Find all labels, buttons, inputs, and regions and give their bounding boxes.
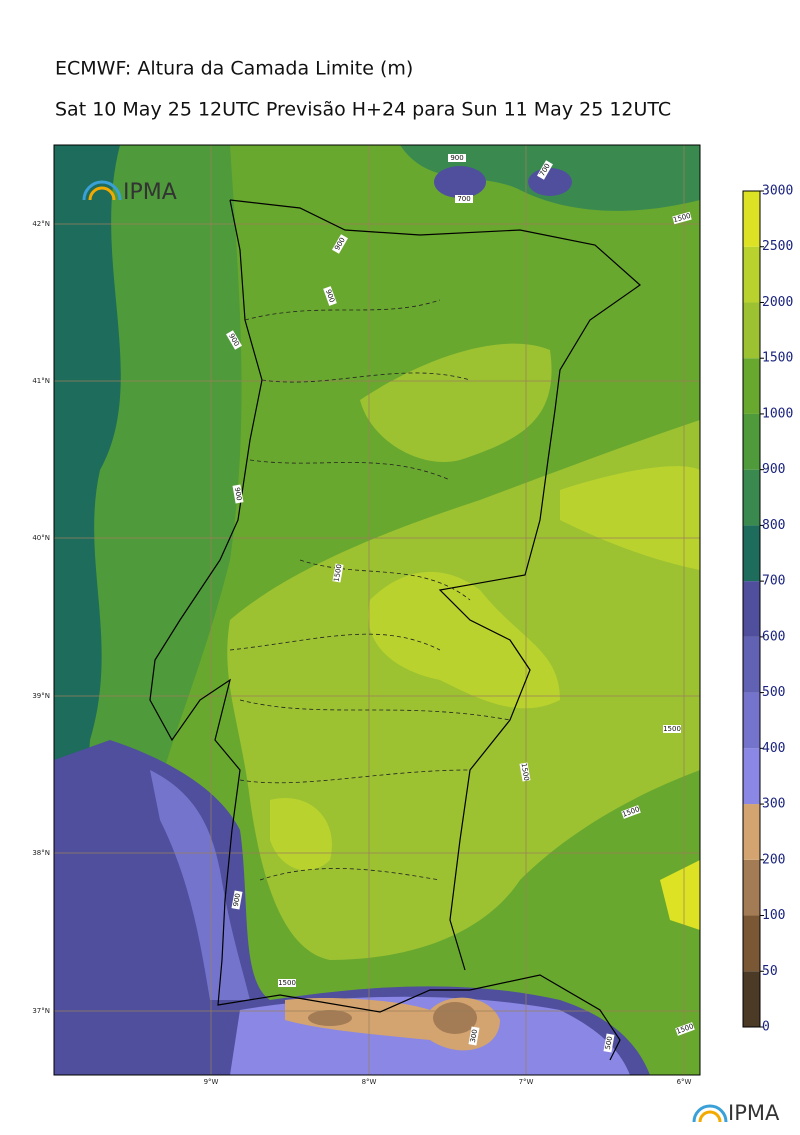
contour-label-bg — [278, 979, 296, 987]
colorbar-segment — [743, 413, 760, 470]
colorbar-segment — [743, 636, 760, 693]
colorbar-segment — [743, 692, 760, 749]
contour-label-bg — [663, 725, 681, 733]
colorbar-frame — [742, 190, 761, 1028]
contour-label: 1500 — [663, 725, 681, 733]
contour-label: 1500 — [278, 979, 296, 987]
colorbar-segment — [743, 469, 760, 526]
lat-label: 41°N — [32, 377, 50, 385]
lat-label: 37°N — [32, 1007, 50, 1015]
colorbar-tick-label: 3000 — [762, 184, 793, 199]
colorbar-tick-label: 0 — [762, 1020, 770, 1035]
map-frame — [53, 144, 701, 1076]
contour-label: 700 — [457, 195, 470, 203]
title: ECMWF: Altura da Camada Limite (m) — [55, 58, 413, 80]
contour-label-bg — [232, 484, 244, 504]
contour-label-bg — [621, 805, 641, 819]
contour-label-bg — [455, 195, 473, 203]
lon-label: 7°W — [519, 1078, 534, 1086]
lat-label: 42°N — [32, 220, 50, 228]
contour-label: 300 — [469, 1029, 479, 1044]
lat-label: 39°N — [32, 692, 50, 700]
contour-label-bg — [332, 234, 348, 254]
colorbar-segment — [743, 302, 760, 359]
contour-label-bg — [323, 286, 337, 306]
contour-label-bg — [332, 563, 344, 583]
logo-text: IPMA — [728, 1101, 780, 1125]
lon-label: 9°W — [204, 1078, 219, 1086]
colorbar-segment — [743, 358, 760, 414]
contour-label-bg — [603, 1033, 615, 1053]
colorbar-segment — [743, 971, 760, 1027]
colorbar-segment — [743, 525, 760, 582]
contour-label: 1500 — [333, 564, 344, 583]
lat-label: 38°N — [32, 849, 50, 857]
colorbar-tick-label: 100 — [762, 908, 785, 923]
logo-text: IPMA — [123, 180, 177, 205]
contour-label-bg — [675, 1022, 695, 1036]
contour-label: 1500 — [520, 763, 531, 782]
colorbar-segment — [743, 859, 760, 916]
colorbar-tick-label: 800 — [762, 518, 785, 533]
colorbar-segment — [743, 804, 760, 860]
colorbar-tick-label: 50 — [762, 964, 778, 979]
colorbar-tick-label: 600 — [762, 629, 785, 644]
colorbar-segment — [743, 915, 760, 972]
contour-label: 900 — [232, 893, 242, 908]
colorbar-tick-label: 200 — [762, 852, 785, 867]
logo: IPMA IPMA — [82, 180, 780, 1125]
colorbar-tick-label: 700 — [762, 574, 785, 589]
contour-label: 900 — [450, 154, 463, 162]
contour-label: 900 — [233, 487, 243, 502]
colorbar-segment — [743, 748, 760, 805]
colorbar-segment — [743, 581, 760, 637]
subtitle: Sat 10 May 25 12UTC Previsão H+24 para S… — [55, 99, 671, 121]
contour-label-bg — [468, 1026, 480, 1046]
contour-label-bg — [537, 160, 553, 180]
colorbar-tick-label: 1500 — [762, 351, 793, 366]
contour-label-bg — [448, 154, 466, 162]
colorbar-segment — [743, 191, 760, 247]
colorbar-tick-label: 300 — [762, 797, 785, 812]
contour-label-bg — [231, 890, 243, 910]
contour-label-bg — [519, 762, 531, 782]
colorbar-tick-label: 2000 — [762, 295, 793, 310]
colorbar-tick-label: 1000 — [762, 406, 793, 421]
colorbar-tick-label: 2500 — [762, 239, 793, 254]
colorbar-tick-label: 500 — [762, 685, 785, 700]
lon-label: 8°W — [362, 1078, 377, 1086]
contour-label: 500 — [604, 1036, 614, 1051]
colorbar-tick-label: 400 — [762, 741, 785, 756]
contour-label-bg — [226, 330, 242, 350]
colorbar-segment — [743, 246, 760, 303]
contour-label-bg — [672, 211, 692, 225]
field — [54, 145, 700, 1075]
lon-label: 6°W — [677, 1078, 692, 1086]
lat-label: 40°N — [32, 534, 50, 542]
colorbar-tick-label: 900 — [762, 462, 785, 477]
